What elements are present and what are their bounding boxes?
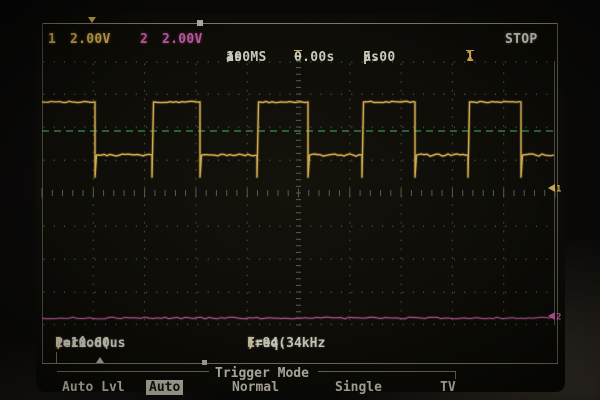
trigger-position-marker-icon (88, 17, 96, 23)
menu-item-auto[interactable]: Auto (146, 380, 184, 395)
bottom-edge-square-marker-icon (202, 360, 207, 365)
menu-bracket-right (318, 371, 456, 372)
menu-item-normal[interactable]: Normal (232, 380, 279, 395)
menu-item-auto-lvl[interactable]: Auto Lvl (62, 380, 125, 395)
svg-text:2: 2 (556, 313, 561, 323)
svg-text:1: 1 (556, 185, 561, 195)
ch1-number: 1 (48, 32, 57, 47)
ch1-scale: 2.00V (70, 32, 111, 47)
display-top-border (42, 23, 558, 24)
ch2-scale: 2.00V (162, 32, 203, 47)
menu-bracket-corner (455, 371, 456, 379)
acquisition-status-badge: STOP (505, 32, 538, 47)
menu-item-tv[interactable]: TV (440, 380, 456, 395)
ch2-number: 2 (140, 32, 149, 47)
oscilloscope-screen: 1 2.00V 2 2.00V 100MS a/s ← 0.00s 5.00 μs / … (36, 14, 565, 395)
measurement-left-tick (56, 352, 57, 363)
bottom-edge-triangle-marker-icon (96, 357, 104, 363)
menu-title: Trigger Mode (215, 366, 309, 381)
menu-item-single[interactable]: Single (335, 380, 382, 395)
waveform-display: 12 (41, 60, 561, 326)
top-edge-square-marker-icon (197, 20, 203, 26)
menu-bracket-left (57, 371, 209, 372)
display-bottom-border (42, 363, 558, 364)
